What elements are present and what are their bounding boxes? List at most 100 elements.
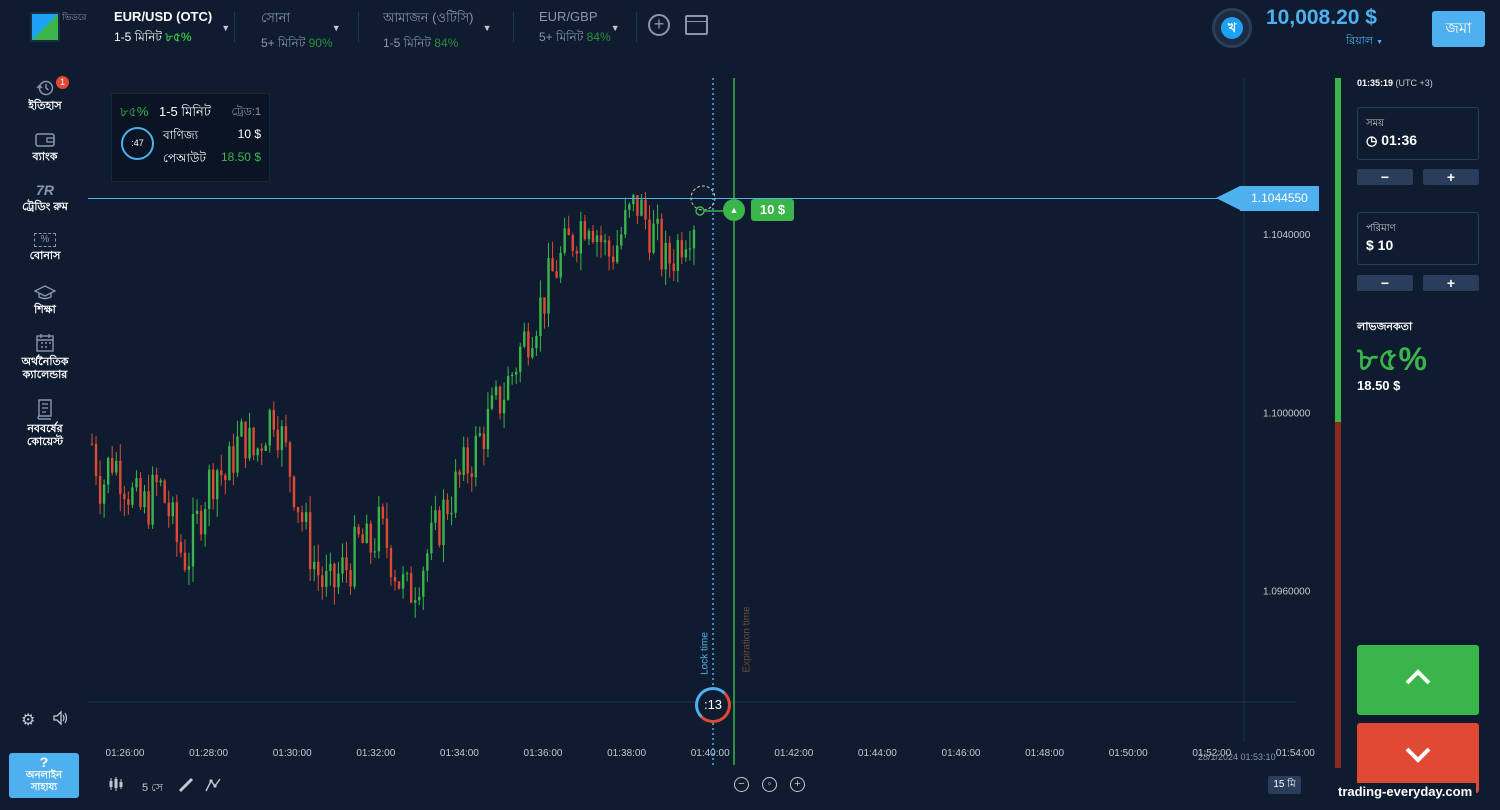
avatar[interactable]: খ — [1212, 8, 1252, 48]
sidebar-item-trading-room[interactable]: 7R ট্রেডিং রুম — [12, 182, 78, 214]
candle-body — [111, 458, 114, 473]
deposit-button[interactable]: জমা — [1432, 11, 1485, 47]
deal-entry-point — [695, 206, 705, 216]
candle-body — [656, 218, 659, 224]
candle-body — [555, 271, 558, 278]
candle-body — [571, 235, 574, 251]
asset-payout: 84% — [586, 30, 611, 44]
time-field[interactable]: সময় ◷ 01:36 — [1357, 107, 1479, 160]
chevron-down-icon[interactable]: ▼ — [610, 23, 620, 33]
candle-body — [385, 518, 389, 549]
sidebar-item-label-line2: কোয়েস্ট — [26, 436, 64, 448]
time-decrease-button[interactable]: − — [1357, 169, 1413, 185]
asset-tab-eurusd[interactable]: EUR/USD (OTC) 1-5 মিনিট ৮৫% ▼ — [114, 9, 230, 49]
candle-body — [409, 573, 413, 603]
candle-body — [151, 474, 154, 525]
candle-body — [640, 199, 643, 216]
asset-name: সোনা — [261, 10, 291, 25]
candle-body — [454, 471, 457, 513]
candle-body — [135, 478, 138, 488]
history-icon — [36, 80, 54, 96]
deal-amount-label[interactable]: 10 $ — [751, 199, 794, 221]
avatar-letter: খ — [1221, 17, 1243, 39]
settings-gear-icon[interactable]: ⚙ — [21, 712, 36, 729]
candle-body — [664, 242, 667, 270]
sidebar-item-bank[interactable]: ব্যাংক — [12, 132, 78, 164]
candle-body — [660, 218, 663, 270]
divider — [636, 12, 637, 42]
candle-body — [401, 574, 405, 589]
chevron-down-icon[interactable]: ▼ — [482, 23, 492, 33]
candle-body — [486, 408, 490, 450]
candle-body — [357, 526, 360, 535]
scroll-icon — [37, 399, 52, 420]
x-tick-label: 01:42:00 — [774, 748, 813, 759]
sentiment-bar-up — [1335, 78, 1341, 422]
sentiment-bar-down — [1335, 422, 1341, 768]
x-tick-label: 01:38:00 — [607, 748, 646, 759]
candle-body — [579, 221, 583, 254]
amount-decrease-button[interactable]: − — [1357, 275, 1413, 291]
asset-tab-gold[interactable]: সোনা 5+ মিনিট 90% ▼ — [261, 9, 341, 50]
x-tick-label: 01:50:00 — [1109, 748, 1148, 759]
candle-body — [345, 557, 348, 571]
x-tick-label: 01:32:00 — [356, 748, 395, 759]
interval-selector[interactable]: 5 সে — [142, 782, 163, 794]
logo[interactable] — [30, 12, 60, 42]
candle-body — [551, 258, 554, 272]
chevron-down-icon[interactable]: ▼ — [331, 23, 341, 33]
chart-timestamp: 28/1/2024 01:53:10 — [1198, 752, 1276, 762]
account-balance[interactable]: 10,008.20 $ — [1266, 6, 1377, 29]
candle-body — [636, 195, 639, 216]
candle-body — [256, 448, 259, 456]
candle-body — [353, 526, 356, 587]
amount-field[interactable]: পরিমাণ $ 10 — [1357, 212, 1479, 265]
candle-body — [539, 297, 542, 337]
amount-increase-button[interactable]: + — [1423, 275, 1479, 291]
asset-duration: 1-5 মিনিট — [383, 36, 431, 50]
sell-down-button[interactable] — [1357, 723, 1479, 793]
sidebar-item-education[interactable]: শিক্ষা — [12, 285, 78, 317]
account-currency[interactable]: রিয়াল ▼ — [1346, 32, 1383, 51]
period-selector[interactable]: 15 মি — [1268, 776, 1301, 794]
asset-tab-amazon[interactable]: আমাজন (ওটিসি) 1-5 মিনিট 84% ▼ — [383, 9, 492, 50]
ruler-icon[interactable] — [178, 777, 194, 793]
candle-body — [494, 386, 498, 396]
zoom-fit-icon[interactable]: ◦ — [762, 777, 777, 792]
sidebar-item-bonus[interactable]: % বোনাস — [12, 233, 78, 263]
top-bar: ভিডরে EUR/USD (OTC) 1-5 মিনিট ৮৫% ▼ সোনা… — [0, 0, 1500, 58]
open-trade-card[interactable]: ৮৫% 1-5 মিনিট ট্রেড:1 :47 বাণিজ্য 10 $ প… — [111, 93, 270, 182]
add-asset-icon[interactable]: + — [648, 14, 670, 36]
sidebar-item-label: শিক্ষা — [34, 304, 56, 316]
sidebar-item-quests[interactable]: নববর্ষের কোয়েস্ট — [12, 398, 78, 449]
graduation-cap-icon — [34, 285, 56, 300]
candle-body — [300, 512, 304, 522]
sidebar-item-history[interactable]: 1 ইতিহাস — [12, 76, 78, 113]
candle-body — [620, 234, 623, 246]
candle-body — [616, 245, 619, 263]
sidebar-item-label: বোনাস — [29, 250, 61, 262]
candle-body — [139, 478, 142, 508]
candle-body — [607, 240, 611, 257]
candle-body — [519, 346, 522, 372]
asset-tab-eurgbp[interactable]: EUR/GBP 5+ মিনিট 84% ▼ — [539, 9, 620, 49]
zoom-in-icon[interactable]: + — [790, 777, 805, 792]
trading-room-icon: 7R — [36, 182, 54, 198]
candle-body — [304, 512, 308, 522]
online-help-button[interactable]: ? অনলাইন সাহায্য — [9, 753, 79, 798]
candle-body — [224, 475, 227, 481]
chevron-down-icon[interactable]: ▼ — [221, 23, 231, 33]
drawing-tools-icon[interactable] — [204, 777, 222, 793]
time-increase-button[interactable]: + — [1423, 169, 1479, 185]
amount-label: পরিমাণ — [1366, 223, 1396, 234]
candles-icon[interactable] — [108, 776, 124, 792]
buy-up-button[interactable] — [1357, 645, 1479, 715]
zoom-out-icon[interactable]: − — [734, 777, 749, 792]
candle-body — [308, 512, 312, 570]
sidebar-item-calendar[interactable]: অর্থনৈতিক ক্যালেন্ডার — [12, 333, 78, 382]
asset-info: 1-5 মিনিট 84% — [383, 35, 474, 55]
layout-icon[interactable] — [685, 15, 708, 35]
speaker-icon[interactable] — [52, 710, 68, 726]
help-label-line1: অনলাইন — [25, 770, 63, 781]
